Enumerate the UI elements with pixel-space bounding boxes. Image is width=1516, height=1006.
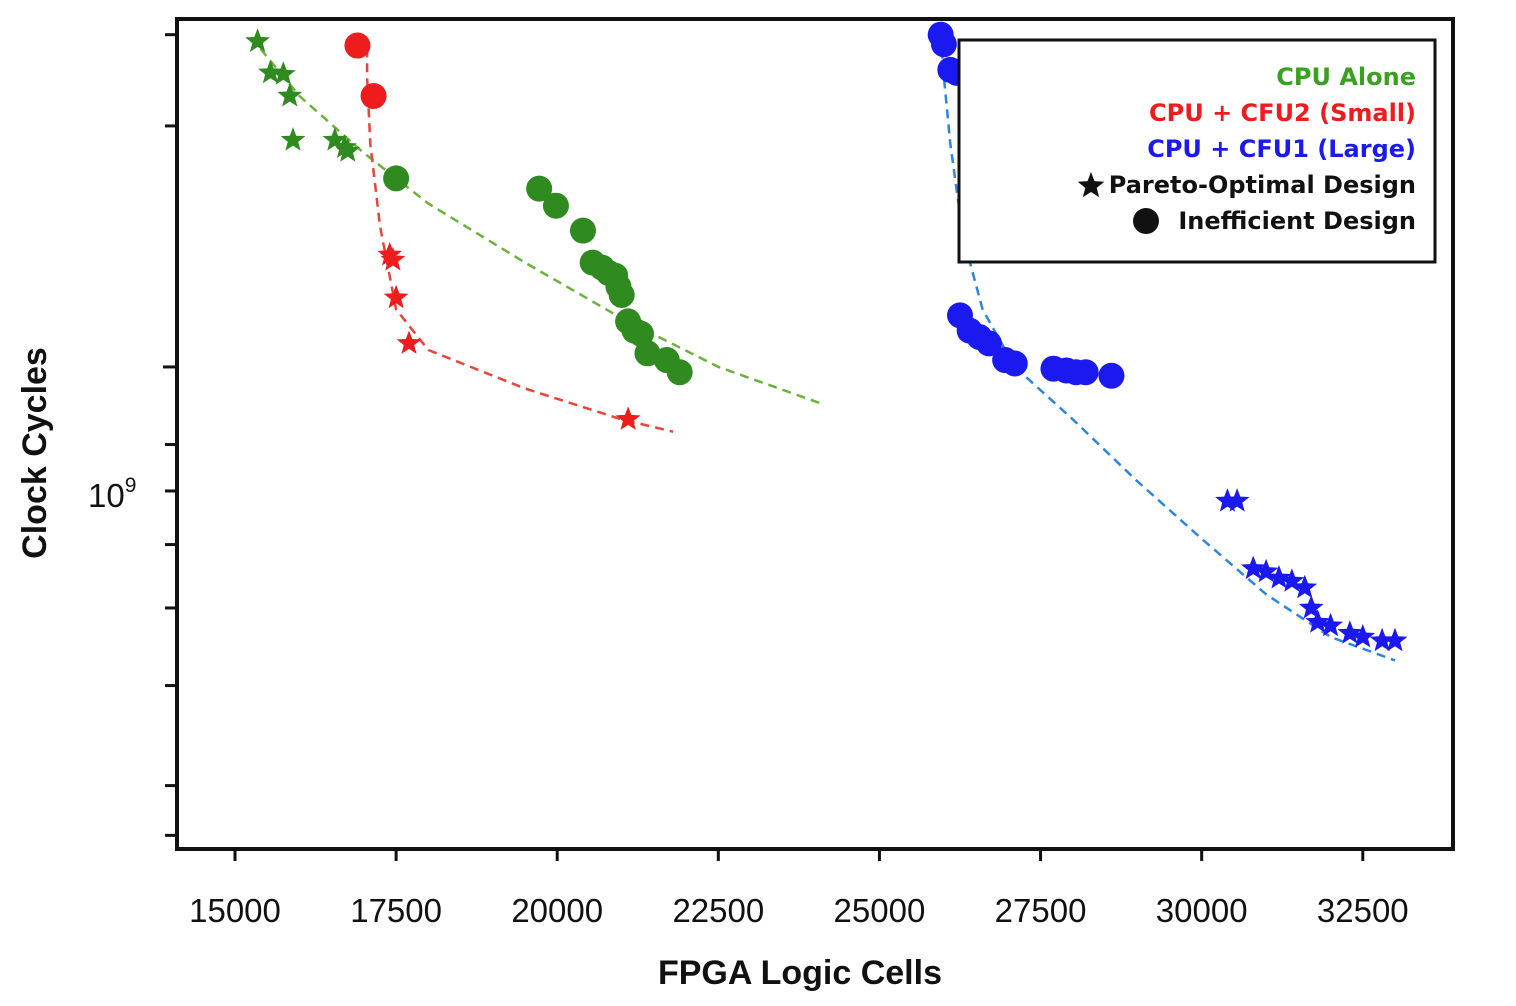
data-point-star (377, 241, 402, 266)
data-point-circle (608, 281, 635, 308)
data-point-star (1318, 612, 1343, 637)
y-axis-title: Clock Cycles (16, 347, 54, 559)
legend-entry-cfu2: CPU + CFU2 (Small) (1149, 99, 1416, 127)
data-point-star (1240, 555, 1266, 580)
data-point-star (258, 59, 283, 84)
data-point-star (1215, 488, 1240, 512)
data-point-circle (542, 192, 569, 219)
data-point-circle (1001, 350, 1028, 377)
x-tick-label: 32500 (1317, 892, 1409, 929)
data-point-circle (666, 359, 693, 386)
data-point-circle (976, 330, 1002, 357)
y-tick-label-exponent: 9 (125, 474, 137, 497)
x-tick-label: 22500 (672, 892, 764, 929)
data-point-star (1305, 609, 1330, 633)
plot-area-frame (175, 17, 1455, 851)
data-point-circle (360, 82, 387, 109)
data-point-star (1350, 624, 1376, 648)
data-point-circle (570, 217, 596, 244)
x-tick-label: 30000 (1156, 892, 1248, 929)
data-point-star (1298, 595, 1324, 619)
data-point-circle (344, 32, 371, 59)
legend: CPU Alone CPU + CFU2 (Small) CPU + CFU1 … (957, 38, 1437, 264)
data-point-star (1253, 558, 1279, 583)
data-point-circle (383, 165, 410, 192)
data-point-star (396, 330, 422, 354)
x-tick-label: 17500 (350, 892, 442, 929)
data-point-star (380, 247, 406, 271)
data-point-star (271, 61, 296, 85)
data-point-star (1382, 627, 1408, 652)
legend-circle-icon (1133, 208, 1159, 234)
legend-entry-cpu-alone: CPU Alone (1276, 63, 1416, 91)
data-point-star (1292, 574, 1318, 599)
legend-entry-cfu1: CPU + CFU1 (Large) (1147, 135, 1416, 163)
data-point-circle (628, 320, 654, 347)
svg-text:109: 109 (88, 474, 136, 514)
x-tick-label: 25000 (834, 892, 926, 929)
trend-line (939, 34, 1396, 662)
data-point-circle (930, 31, 957, 58)
data-point-circle (526, 175, 553, 202)
data-point-star (1337, 620, 1363, 644)
data-point-star (332, 134, 357, 158)
data-point-star (1369, 627, 1395, 652)
data-point-star (615, 406, 641, 430)
data-point-circle (1072, 359, 1099, 386)
y-tick-label-base: 10 (88, 477, 125, 514)
data-point-star (280, 127, 306, 151)
trend-line (250, 36, 822, 405)
data-point-star (277, 83, 303, 107)
x-tick-label: 20000 (511, 892, 603, 929)
x-tick-label: 15000 (189, 892, 281, 929)
x-tick-label: 27500 (995, 892, 1087, 929)
data-point-star (1266, 565, 1292, 589)
legend-box (957, 38, 1437, 264)
data-point-star (245, 28, 270, 52)
data-point-circle (1098, 362, 1125, 389)
x-axis-title: FPGA Logic Cells (658, 954, 942, 992)
data-point-star (1224, 488, 1250, 512)
legend-entry-inefficient: Inefficient Design (1178, 207, 1416, 235)
data-point-star (335, 138, 361, 162)
data-point-star (322, 127, 348, 151)
legend-star-icon (1077, 172, 1105, 198)
axes: 15000 17500 20000 22500 25000 27500 30000 32500 (163, 33, 1409, 929)
data-point-star (1279, 568, 1305, 592)
data-point-star (383, 284, 409, 309)
legend-entry-pareto: Pareto-Optimal Design (1109, 171, 1416, 199)
y-major-tick-label: 109 (88, 474, 136, 514)
